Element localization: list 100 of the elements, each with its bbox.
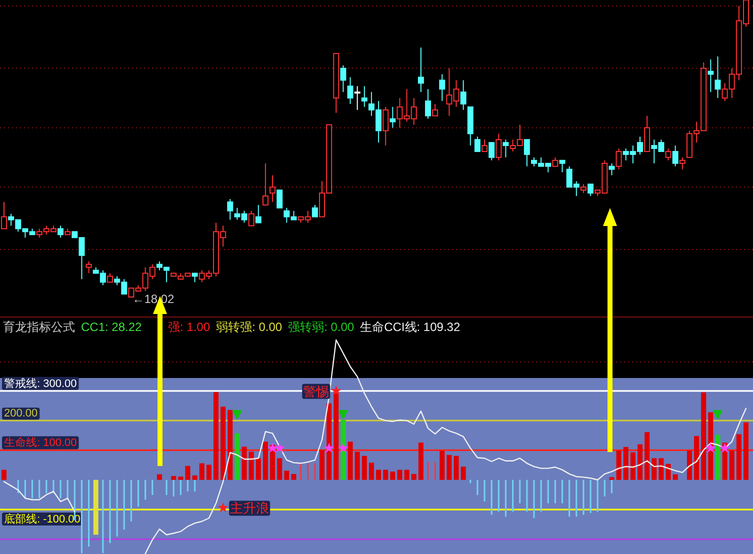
bar: [234, 433, 240, 480]
ref-line-label: 200.00: [4, 408, 38, 420]
bar: [178, 476, 184, 480]
bar: [446, 454, 452, 480]
candlestick: [270, 174, 276, 202]
bar: [440, 450, 445, 480]
bar: [666, 464, 671, 480]
candlestick: [312, 204, 318, 218]
bar: [242, 446, 247, 480]
candlestick: [432, 103, 438, 116]
bar: [736, 434, 742, 480]
bar: [284, 470, 290, 480]
bar: [630, 452, 636, 480]
bar: [390, 472, 396, 480]
candlestick: [474, 136, 480, 152]
point: [274, 442, 285, 453]
candlestick: [616, 148, 622, 170]
candlestick: [439, 74, 446, 102]
annotation: 强转弱: 0.00: [288, 320, 354, 334]
candlestick: [248, 210, 254, 226]
ref-line-label: 警戒线: 300.00: [4, 376, 77, 390]
annotation: 强: 1.00: [168, 320, 210, 334]
bar: [93, 480, 98, 535]
bar: [368, 462, 374, 480]
candlestick: [58, 225, 64, 238]
point: [338, 442, 348, 453]
bar: [228, 410, 233, 480]
bar: [256, 458, 261, 480]
bar: [418, 442, 424, 480]
bar: [320, 450, 324, 480]
bar: [185, 466, 190, 480]
bar: [638, 444, 642, 480]
candlestick: [488, 142, 495, 161]
candlestick: [679, 156, 686, 170]
annotation: 生命CCI线: 109.32: [360, 320, 460, 334]
candlestick: [608, 162, 615, 176]
candlestick: [390, 106, 396, 128]
bar: [326, 403, 332, 480]
candlestick: [524, 139, 530, 167]
candlestick: [276, 190, 283, 208]
point: [218, 502, 228, 512]
candlestick: [496, 133, 502, 161]
point: [232, 410, 242, 420]
bar: [686, 450, 692, 480]
candlestick: [482, 139, 488, 152]
candlestick: [502, 139, 509, 158]
point: [324, 442, 334, 453]
bar: [672, 474, 678, 480]
bar: [729, 450, 734, 480]
bar: [644, 432, 650, 480]
bar: [397, 470, 402, 480]
candlestick: [262, 162, 268, 206]
bar: [354, 452, 360, 480]
chart-title: 育龙指标公式: [3, 320, 75, 334]
candlestick: [425, 88, 431, 120]
bar: [623, 446, 628, 480]
candlestick: [559, 160, 566, 173]
candlestick: [714, 56, 721, 99]
point: [720, 442, 730, 453]
bar: [652, 458, 657, 480]
bar: [220, 406, 226, 480]
bar: [362, 456, 367, 480]
bar: [744, 422, 748, 480]
bar: [291, 474, 296, 480]
data-label: 主升浪: [230, 500, 270, 516]
bar: [694, 436, 700, 480]
point: [712, 410, 723, 420]
point: [330, 385, 342, 396]
candlestick: [665, 148, 672, 161]
bar: [171, 476, 176, 480]
candlestick: [227, 198, 234, 220]
candlestick: [708, 58, 714, 93]
candlestick: [588, 184, 594, 197]
point: [705, 442, 716, 453]
bar: [404, 470, 410, 480]
ref-line-label: 生命线: 100.00: [4, 436, 77, 450]
bar: [277, 458, 282, 480]
point: [338, 410, 348, 420]
bar: [2, 470, 6, 480]
candlestick: [86, 260, 92, 274]
annotation: CC1: 28.22: [81, 320, 142, 334]
candlestick: [672, 145, 678, 167]
data-label: 警惕: [303, 384, 330, 399]
bar: [460, 466, 466, 480]
bar: [383, 470, 388, 480]
bar: [658, 458, 664, 480]
bar: [454, 456, 459, 480]
candlestick: [644, 115, 650, 152]
bar: [701, 392, 706, 480]
ref-line-label: 底部线: -100.00: [4, 512, 80, 526]
bar: [192, 475, 198, 480]
candlestick: [347, 76, 354, 104]
bar: [411, 474, 416, 480]
point: [267, 442, 278, 453]
bar: [156, 474, 162, 480]
bar: [609, 477, 614, 480]
candlestick: [340, 64, 346, 93]
bar: [616, 450, 622, 480]
candlestick: [1, 201, 7, 230]
bar: [262, 442, 268, 480]
